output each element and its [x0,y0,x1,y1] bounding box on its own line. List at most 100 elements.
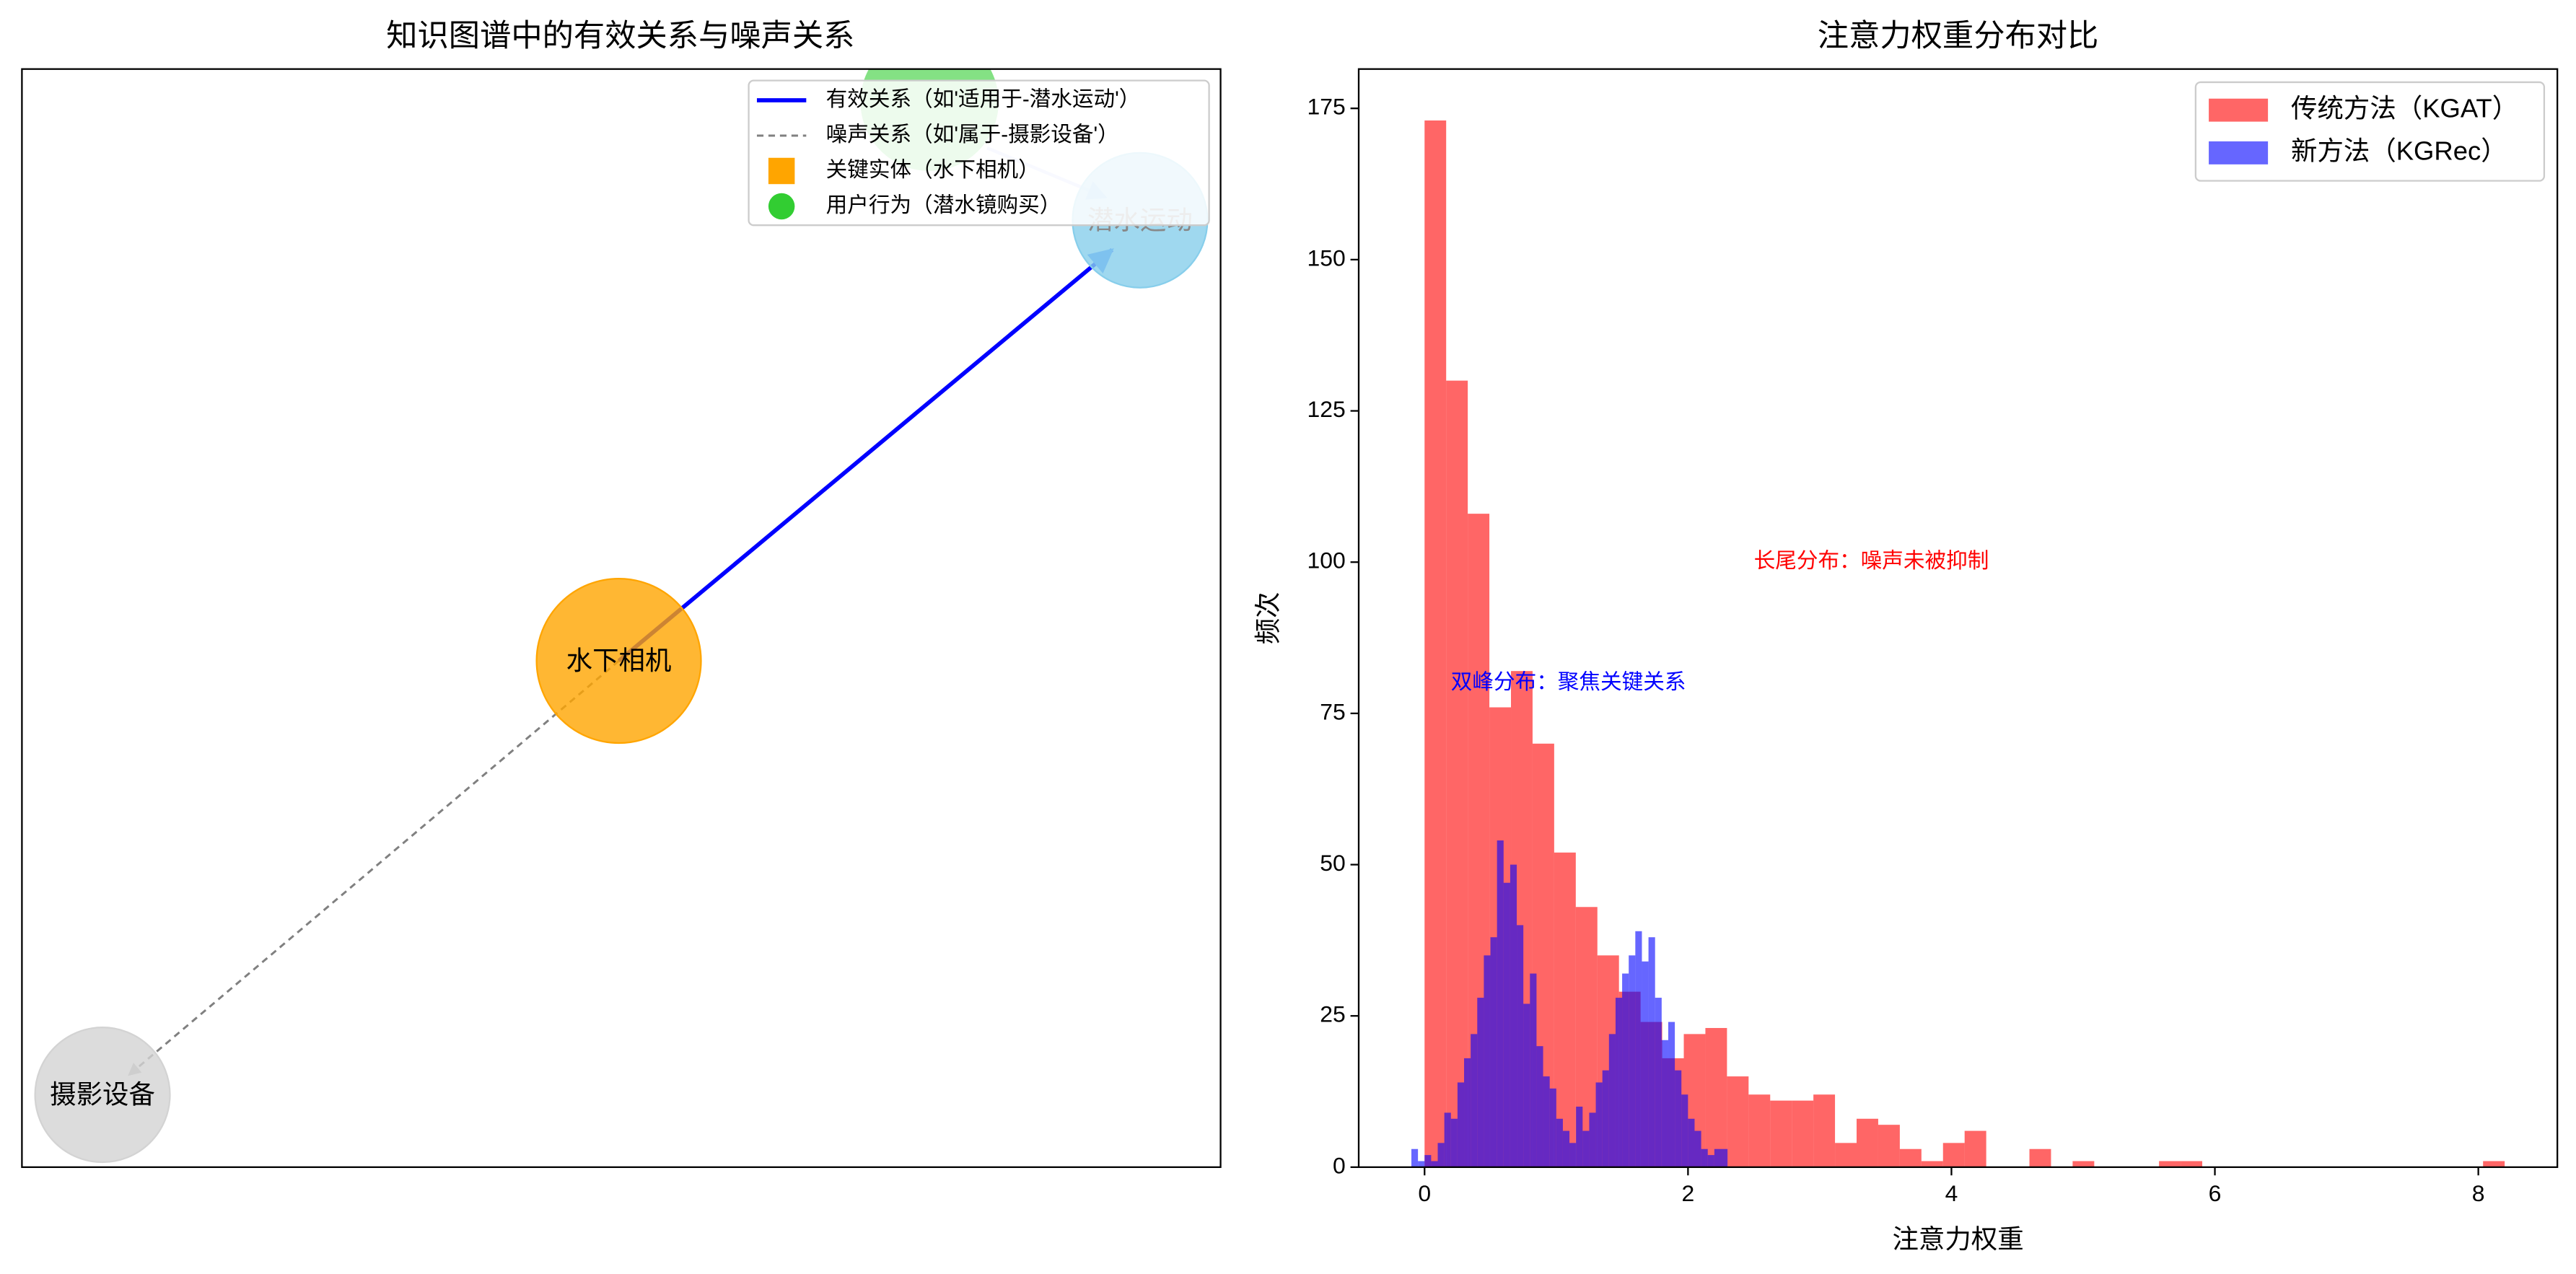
hist-bar [1878,1125,1900,1167]
hist-bar [2483,1161,2505,1167]
node-label: 水下相机 [566,646,672,675]
hist-bar [1694,1130,1701,1167]
hist-bar [1523,1003,1530,1167]
legend-label: 新方法（KGRec） [2291,136,2507,166]
hist-bar [1629,955,1636,1167]
y-tick-label: 25 [1320,1001,1345,1027]
hist-bar [1484,955,1491,1167]
node [535,577,702,744]
hist-bar [1615,998,1623,1167]
hist-bar [1471,1034,1478,1167]
legend-swatch [2209,98,2269,122]
hist-bar [1720,1148,1728,1167]
hist-bar [1543,1076,1550,1167]
chart-title: 注意力权重分布对比 [1818,19,2099,53]
y-axis-label: 频次 [1253,592,1283,644]
node-label: 摄影设备 [50,1080,155,1110]
hist-bar [1857,1118,1878,1167]
legend-label: 关键实体（水下相机） [826,158,1040,182]
hist-bar [1835,1143,1857,1167]
hist-bar [1497,840,1504,1167]
left-panel: 知识图谱中的有效关系与噪声关系水下相机潜水运动摄影设备有效关系（如'适用于-潜水… [21,19,1222,1169]
hist-bar [1748,1094,1771,1167]
hist-bar [1688,1118,1695,1167]
hist-bar [1464,1058,1471,1167]
hist-bar [1431,1161,1438,1167]
hist-bar [1450,1118,1458,1167]
hist-bar [1424,120,1447,1167]
hist-bar [1490,937,1497,1167]
hist-bar [1582,1130,1590,1167]
x-tick-label: 0 [1418,1180,1431,1206]
hist-bar [1655,998,1662,1167]
y-tick-label: 75 [1320,698,1345,724]
x-axis-label: 注意力权重 [1892,1224,2023,1254]
plot-frame [21,68,1222,1169]
chart-title: 知识图谱中的有效关系与噪声关系 [386,19,854,53]
hist-bar [1813,1094,1836,1167]
y-tick-label: 50 [1320,850,1345,876]
x-tick-label: 2 [1681,1180,1694,1206]
y-tick-label: 150 [1307,245,1346,271]
legend-label: 用户行为（潜水镜购买） [826,193,1061,217]
hist-bar [1635,931,1642,1167]
y-tick-label: 0 [1333,1152,1346,1178]
hist-bar [1530,973,1537,1167]
hist-bar [1510,864,1517,1167]
hist-bar [1648,937,1655,1167]
hist-bar [1602,1070,1609,1167]
hist-bar [1569,1143,1577,1167]
hist-bar [1554,852,1576,1167]
hist-bar [2181,1161,2203,1167]
annotation: 长尾分布：噪声未被抑制 [1754,549,1989,573]
hist-bar [1661,1040,1668,1167]
hist-bar [1714,1148,1721,1167]
hist-bar [1942,1143,1965,1167]
legend-label: 传统方法（KGAT） [2291,93,2518,123]
legend-label: 噪声关系（如'属于-摄影设备'） [826,123,1119,146]
hist-bar [1576,1107,1583,1167]
hist-bar [1503,882,1510,1167]
y-tick-label: 175 [1307,94,1346,120]
hist-bar [1681,1094,1688,1167]
legend-box [2194,81,2546,182]
hist-bar [1589,1112,1596,1167]
hist-bar [1444,1112,1451,1167]
hist-bar [1477,998,1484,1167]
hist-bar [1517,925,1524,1167]
hist-bar [1705,1027,1727,1167]
hist-bar [2159,1161,2181,1167]
hist-bar [1595,1082,1603,1167]
y-tick-label: 125 [1307,396,1346,422]
x-tick-label: 6 [2209,1180,2222,1206]
legend-swatch [768,193,795,220]
hist-bar [1792,1100,1814,1167]
hist-bar [1457,1082,1465,1167]
valid-edge [617,248,1114,663]
right-panel: 注意力权重分布对比 0 2 4 6 8 0 25 50 75 100 125 150 175 注意力权重 频次… [1253,19,2559,1254]
x-tick-label: 8 [2472,1180,2485,1206]
hist-bar [1675,1070,1682,1167]
hist-bar [1707,1155,1714,1167]
hist-bar [1536,1046,1543,1167]
hist-bar [1446,380,1468,1167]
hist-bar [1418,1161,1425,1167]
hist-bar [1770,1100,1792,1167]
hist-bar [1549,1088,1556,1167]
annotation: 双峰分布：聚焦关键关系 [1451,670,1686,694]
hist-bar [1424,1155,1432,1167]
hist-bar [1642,961,1649,1167]
hist-bar [1899,1148,1922,1167]
noise-edge [128,659,620,1076]
legend-box [748,79,1210,227]
hist-bar [1701,1148,1708,1167]
x-tick-label: 4 [1945,1180,1958,1206]
hist-bar [1437,1143,1445,1167]
hist-bar [1668,1022,1675,1167]
hist-bar [2072,1161,2095,1167]
hist-bar [1921,1161,1943,1167]
hist-bar [1411,1148,1419,1167]
hist-bar [1622,973,1629,1167]
legend-swatch [2209,141,2269,164]
